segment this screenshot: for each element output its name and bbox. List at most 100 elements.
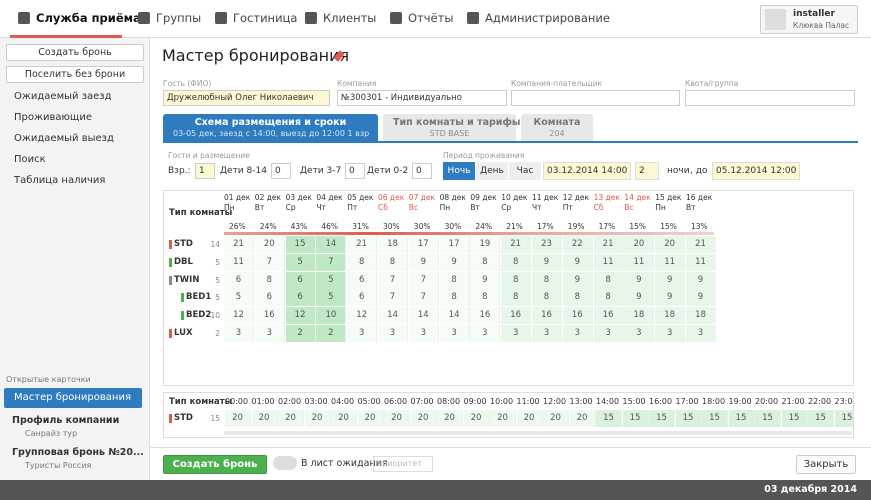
availability-cell[interactable]: 14 xyxy=(439,307,470,325)
hour-cell[interactable]: 20 xyxy=(437,410,463,427)
sidebar-link[interactable]: Таблица наличия xyxy=(14,175,106,186)
availability-cell[interactable]: 21 xyxy=(686,236,716,253)
availability-cell[interactable]: 9 xyxy=(655,289,686,307)
open-card-active[interactable]: Мастер бронирования xyxy=(4,388,142,408)
availability-cell[interactable]: 8 xyxy=(347,253,378,271)
availability-cell[interactable]: 9 xyxy=(562,253,593,271)
availability-cell[interactable]: 20 xyxy=(254,236,285,253)
availability-cell[interactable]: 5 xyxy=(316,289,347,307)
hour-cell[interactable]: 15 xyxy=(675,410,702,427)
mode-button[interactable]: Ночь xyxy=(443,162,475,180)
sidebar-button[interactable]: Создать бронь xyxy=(6,44,144,61)
availability-cell[interactable]: 7 xyxy=(254,253,285,271)
availability-cell[interactable]: 16 xyxy=(501,307,532,325)
availability-cell[interactable]: 14 xyxy=(378,307,408,325)
availability-cell[interactable]: 20 xyxy=(624,236,655,253)
availability-cell[interactable]: 18 xyxy=(686,307,716,325)
availability-cell[interactable]: 3 xyxy=(501,325,532,342)
hour-cell[interactable]: 20 xyxy=(304,410,331,427)
availability-cell[interactable]: 16 xyxy=(254,307,285,325)
availability-cell[interactable]: 3 xyxy=(593,325,624,342)
availability-cell[interactable]: 3 xyxy=(408,325,439,342)
field-input[interactable] xyxy=(511,90,680,106)
availability-cell[interactable]: 3 xyxy=(470,325,501,342)
availability-cell[interactable]: 3 xyxy=(655,325,686,342)
hour-cell[interactable]: 15 xyxy=(728,410,755,427)
guest-count[interactable]: 1 xyxy=(195,163,215,179)
availability-cell[interactable]: 11 xyxy=(686,253,716,271)
close-button[interactable]: Закрыть xyxy=(796,455,856,474)
availability-cell[interactable]: 7 xyxy=(378,289,408,307)
hour-cell[interactable]: 20 xyxy=(490,410,516,427)
sidebar-link[interactable]: Проживающие xyxy=(14,112,93,123)
hour-cell[interactable]: 20 xyxy=(463,410,490,427)
availability-cell[interactable]: 11 xyxy=(224,253,254,271)
hour-cell[interactable]: 15 xyxy=(808,410,834,427)
availability-cell[interactable]: 5 xyxy=(285,253,316,271)
hour-cell[interactable]: 15 xyxy=(781,410,808,427)
hour-cell[interactable]: 15 xyxy=(834,410,853,427)
availability-cell[interactable]: 7 xyxy=(316,253,347,271)
availability-cell[interactable]: 9 xyxy=(562,271,593,289)
hour-cell[interactable]: 20 xyxy=(357,410,384,427)
availability-cell[interactable]: 21 xyxy=(501,236,532,253)
availability-cell[interactable]: 18 xyxy=(624,307,655,325)
availability-cell[interactable]: 17 xyxy=(408,236,439,253)
availability-cell[interactable]: 12 xyxy=(285,307,316,325)
nav-item[interactable]: Группы xyxy=(156,11,202,25)
availability-cell[interactable]: 7 xyxy=(408,289,439,307)
availability-cell[interactable]: 9 xyxy=(655,271,686,289)
sidebar-link[interactable]: Ожидаемый заезд xyxy=(14,91,112,102)
availability-cell[interactable]: 11 xyxy=(593,253,624,271)
sidebar-button[interactable]: Поселить без брони xyxy=(6,66,144,83)
tab[interactable]: Тип комнаты и тарифы STD BASE xyxy=(383,114,520,141)
availability-cell[interactable]: 12 xyxy=(347,307,378,325)
guest-count[interactable]: 0 xyxy=(345,163,365,179)
availability-cell[interactable]: 22 xyxy=(562,236,593,253)
field-input[interactable]: Дружелюбный Олег Николаевич xyxy=(163,90,330,106)
availability-cell[interactable]: 9 xyxy=(439,253,470,271)
availability-cell[interactable]: 3 xyxy=(686,325,716,342)
nav-item[interactable]: Отчёты xyxy=(408,11,454,25)
mode-button[interactable]: Час xyxy=(509,162,541,180)
availability-cell[interactable]: 3 xyxy=(624,325,655,342)
availability-cell[interactable]: 3 xyxy=(439,325,470,342)
guest-count[interactable]: 0 xyxy=(412,163,432,179)
availability-cell[interactable]: 6 xyxy=(285,289,316,307)
availability-cell[interactable]: 17 xyxy=(439,236,470,253)
availability-cell[interactable]: 8 xyxy=(439,289,470,307)
availability-cell[interactable]: 9 xyxy=(686,289,716,307)
availability-cell[interactable]: 23 xyxy=(532,236,562,253)
availability-cell[interactable]: 6 xyxy=(347,289,378,307)
availability-cell[interactable]: 14 xyxy=(316,236,347,253)
sidebar-link[interactable]: Ожидаемый выезд xyxy=(14,133,114,144)
availability-cell[interactable]: 2 xyxy=(316,325,347,342)
hour-cell[interactable]: 20 xyxy=(543,410,569,427)
availability-cell[interactable]: 8 xyxy=(562,289,593,307)
availability-cell[interactable]: 8 xyxy=(470,253,501,271)
tab[interactable]: Схема размещения и сроки 03-05 дек, заезд… xyxy=(163,114,378,141)
availability-cell[interactable]: 8 xyxy=(501,271,532,289)
availability-cell[interactable]: 16 xyxy=(562,307,593,325)
availability-cell[interactable]: 21 xyxy=(347,236,378,253)
hour-cell[interactable]: 20 xyxy=(569,410,596,427)
nav-item[interactable]: Администрирование xyxy=(485,11,610,25)
availability-cell[interactable]: 3 xyxy=(532,325,562,342)
availability-cell[interactable]: 18 xyxy=(655,307,686,325)
tab[interactable]: Комната 204 xyxy=(521,114,593,141)
availability-cell[interactable]: 7 xyxy=(408,271,439,289)
availability-cell[interactable]: 12 xyxy=(224,307,254,325)
availability-cell[interactable]: 15 xyxy=(285,236,316,253)
hour-cell[interactable]: 20 xyxy=(225,410,251,427)
availability-cell[interactable]: 3 xyxy=(224,325,254,342)
availability-cell[interactable]: 3 xyxy=(347,325,378,342)
date-to[interactable]: 05.12.2014 12:00 xyxy=(712,162,800,180)
availability-cell[interactable]: 8 xyxy=(378,253,408,271)
availability-cell[interactable]: 8 xyxy=(501,289,532,307)
availability-cell[interactable]: 3 xyxy=(378,325,408,342)
hour-cell[interactable]: 15 xyxy=(755,410,781,427)
card-title[interactable]: Профиль компании xyxy=(12,415,120,426)
availability-cell[interactable]: 6 xyxy=(347,271,378,289)
nights[interactable]: 2 xyxy=(635,162,659,180)
availability-cell[interactable]: 21 xyxy=(224,236,254,253)
